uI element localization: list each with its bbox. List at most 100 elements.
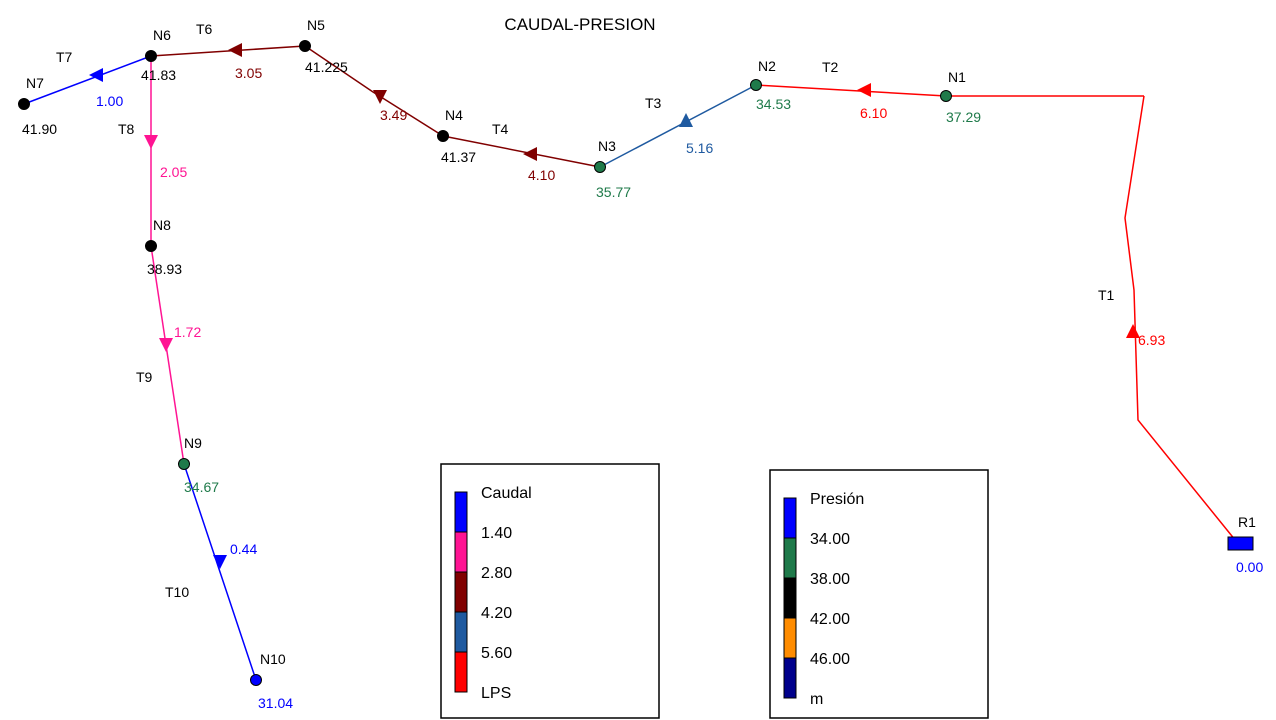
legend-frame (769, 469, 989, 719)
node-pressure-label: 41.90 (22, 121, 57, 137)
node-n9: N9 34.67 (178, 435, 219, 495)
legend-label: LPS (481, 685, 511, 702)
flow-arrow-icon (373, 90, 387, 104)
pipe-id-label: T8 (118, 121, 135, 137)
flow-arrow-icon (679, 113, 693, 127)
node-n4: N4 41.37 (437, 107, 476, 165)
node-pressure-label: 31.04 (258, 695, 293, 711)
pipe-flow-label: 5.16 (686, 140, 713, 156)
node-n10: N10 31.04 (250, 651, 293, 711)
flow-arrow-icon (523, 147, 537, 161)
junction-icon (299, 40, 311, 52)
node-id-label: N7 (26, 75, 44, 91)
pipe-id-label: T3 (645, 95, 662, 111)
flow-arrow-icon (1126, 324, 1140, 338)
node-n6: N6 41.83 (141, 27, 176, 83)
map-title: CAUDAL-PRESION (504, 15, 655, 34)
pipe-id-label: T10 (165, 584, 189, 600)
node-id-label: N4 (445, 107, 463, 123)
pipe-t4: T4 4.10 (442, 121, 601, 183)
legend-color-swatch (454, 651, 468, 693)
pipe-t7: T7 1.00 (23, 49, 152, 109)
junction-icon (18, 98, 30, 110)
node-n1: N1 37.29 (940, 69, 981, 125)
node-id-label: N3 (598, 138, 616, 154)
node-n3: N3 35.77 (594, 138, 631, 200)
legend-color-swatch (783, 497, 797, 539)
junction-icon (437, 130, 449, 142)
legend-label: 5.60 (481, 645, 512, 662)
legend-color-swatch (783, 537, 797, 579)
pipe-line (304, 45, 444, 137)
node-id-label: N9 (184, 435, 202, 451)
pipe-t8: T8 2.05 (118, 56, 187, 246)
legend-color-swatch (454, 611, 468, 653)
node-n7: N7 41.90 (18, 75, 57, 137)
pipe-id-label: T4 (492, 121, 509, 137)
junction-icon (594, 161, 606, 173)
node-id-label: N10 (260, 651, 286, 667)
flow-arrow-icon (89, 68, 103, 82)
pipe-layer: T1 6.93 T2 6.10 T3 5.16 T4 4.10 3.49 T6 3.05 T7 1.00… (23, 21, 1241, 681)
node-pressure-label: 41.225 (305, 59, 348, 75)
pipe-line (183, 463, 257, 681)
flow-arrow-icon (228, 43, 242, 57)
pipe-flow-label: 1.00 (96, 93, 123, 109)
legend-label: 1.40 (481, 525, 512, 542)
node-pressure-label: 34.53 (756, 96, 791, 112)
pressure-legend: Presión 34.00 38.00 42.00 46.00 m (769, 469, 989, 719)
pipe-line (442, 135, 601, 168)
legend-frame (440, 463, 660, 719)
pipe-flow-label: 4.10 (528, 167, 555, 183)
reservoir-id-label: R1 (1238, 514, 1256, 530)
node-pressure-label: 35.77 (596, 184, 631, 200)
pipe-id-label: T7 (56, 49, 73, 65)
legend-color-swatch (783, 657, 797, 699)
legend-label: 4.20 (481, 605, 512, 622)
node-pressure-label: 37.29 (946, 109, 981, 125)
junction-icon (145, 240, 157, 252)
pipe-flow-label: 2.05 (160, 164, 187, 180)
node-id-label: N1 (948, 69, 966, 85)
legend-color-swatch (454, 491, 468, 533)
junction-icon (145, 50, 157, 62)
node-pressure-label: 38.93 (147, 261, 182, 277)
legend-color-swatch (454, 531, 468, 573)
pipe-t9: T9 1.72 (136, 245, 201, 465)
node-id-label: N8 (153, 217, 171, 233)
node-n2: N2 34.53 (750, 58, 791, 112)
pipe-line (599, 84, 757, 168)
flow-arrow-icon (144, 135, 158, 149)
pipe-t10: T10 0.44 (165, 463, 257, 681)
pipe-t6: T6 3.05 (150, 21, 306, 81)
pipe-flow-label: 1.72 (174, 324, 201, 340)
pipe-flow-label: 0.44 (230, 541, 257, 557)
pipe-flow-label: 3.49 (380, 107, 407, 123)
node-layer: N1 37.29 N2 34.53 N3 35.77 N4 41.37 N5 41.225 N6 41… (18, 17, 1263, 711)
node-id-label: N5 (307, 17, 325, 33)
node-id-label: N2 (758, 58, 776, 74)
pipe-id-label: T2 (822, 59, 839, 75)
legend-label: m (810, 691, 823, 708)
pipe-t3: T3 5.16 (599, 84, 757, 168)
legend-color-swatch (783, 577, 797, 619)
pipe-flow-label: 6.93 (1138, 332, 1165, 348)
pipe-t5: 3.49 (304, 45, 444, 137)
node-pressure-label: 41.83 (141, 67, 176, 83)
node-id-label: N6 (153, 27, 171, 43)
legend-title: Caudal (481, 485, 532, 502)
pipe-id-label: T9 (136, 369, 153, 385)
pipe-line (1124, 95, 1241, 547)
legend-label: 2.80 (481, 565, 512, 582)
legend-label: 46.00 (810, 651, 850, 668)
pipe-id-label: T6 (196, 21, 213, 37)
reservoir-r1: R1 0.00 (1227, 514, 1263, 575)
legend-label: 42.00 (810, 611, 850, 628)
pipe-line (23, 55, 152, 105)
legend-title: Presión (810, 491, 864, 508)
reservoir-icon (1227, 536, 1254, 551)
reservoir-value-label: 0.00 (1236, 559, 1263, 575)
junction-icon (250, 674, 262, 686)
flow-arrow-icon (857, 83, 871, 97)
